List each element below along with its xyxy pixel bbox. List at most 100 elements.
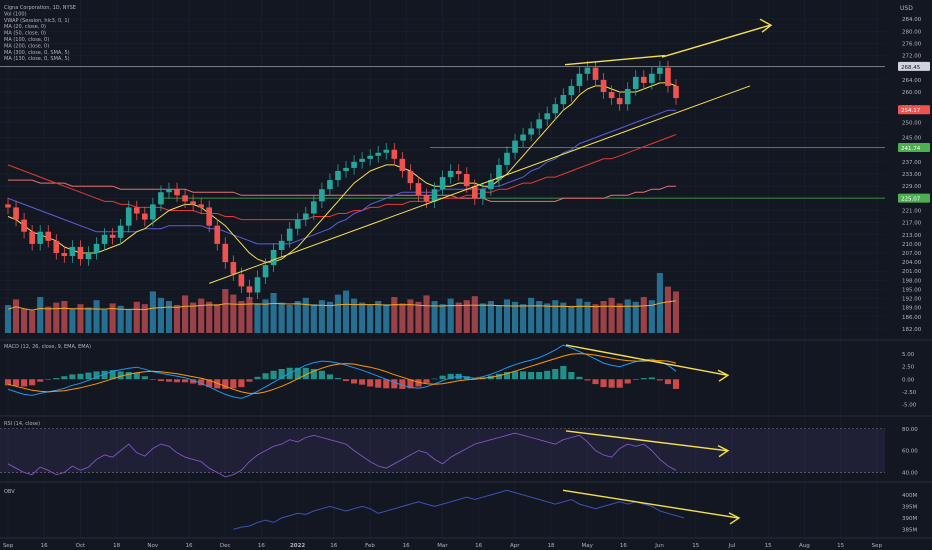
macd-histogram-bar	[552, 368, 559, 380]
volume-bar	[342, 290, 350, 333]
macd-histogram-bar	[61, 376, 68, 380]
candle-body	[109, 234, 116, 238]
volume-bar	[592, 304, 599, 333]
macd-histogram-bar	[351, 379, 358, 384]
time-tick-label: Jul	[728, 543, 736, 549]
candle-body	[222, 243, 229, 263]
candle-body	[335, 170, 341, 181]
macd-histogram-bar	[608, 379, 615, 388]
volume-bar	[270, 293, 277, 333]
volume-bar	[69, 309, 76, 333]
volume-bar	[117, 305, 124, 333]
candle-body	[206, 207, 213, 226]
macd-histogram-bar	[254, 376, 261, 380]
macd-histogram-bar	[407, 379, 414, 389]
price-tick-label: 195.00	[902, 287, 922, 293]
candle-body	[270, 249, 277, 266]
candle-body	[649, 73, 655, 83]
time-axis: Sep 16 Oct 18 Nov 16 Dec 16 2022 16 Feb 16 Mar 16 Apr 1…	[3, 543, 883, 549]
volume-bar	[278, 302, 285, 333]
candle-body	[480, 189, 486, 199]
rsi-tick-label: 60.00	[902, 449, 918, 455]
candle-body	[311, 201, 317, 214]
volume-bar	[439, 304, 446, 333]
volume-bar	[375, 301, 382, 333]
volume-bar	[407, 299, 414, 333]
volume-bar	[560, 302, 567, 333]
macd-histogram-bar	[318, 370, 325, 380]
candle-body	[665, 67, 671, 86]
price-tick-label: 250.00	[902, 120, 922, 126]
macd-histogram-bar	[399, 379, 406, 389]
candle-body	[415, 183, 422, 196]
volume-bar	[173, 305, 181, 333]
price-label-box	[898, 61, 930, 71]
legend-entry: VWAP (Session, hlc3, 0, 1)	[4, 18, 70, 24]
price-tick-label: 245.00	[902, 136, 922, 142]
volume-bar	[286, 305, 293, 333]
volume-bar	[640, 297, 647, 333]
macd-histogram-bar	[640, 378, 647, 380]
candle-body	[29, 231, 35, 244]
candle-body	[246, 286, 253, 293]
candle-body	[536, 119, 542, 129]
volume-bar	[584, 301, 591, 333]
candle-body	[125, 207, 132, 226]
candle-body	[608, 92, 615, 99]
currency-label: USD	[900, 5, 913, 12]
time-tick-label: Mar	[437, 543, 448, 549]
volume-bar	[230, 294, 237, 333]
candle-body	[512, 140, 518, 153]
volume-bar	[77, 304, 84, 333]
volume-bar	[383, 304, 390, 333]
candle-body	[230, 262, 237, 275]
candle-body	[520, 134, 526, 141]
macd-histogram-bar	[230, 379, 237, 389]
macd-histogram-bar	[415, 379, 422, 387]
candle-body	[592, 67, 599, 80]
time-tick-label: 2022	[290, 543, 305, 549]
time-tick-label: 15	[765, 543, 772, 549]
time-tick-label: 16	[620, 543, 627, 549]
time-tick-label: May	[582, 543, 594, 549]
macd-histogram-bar	[133, 372, 140, 380]
obv-pane: 400M 395M 390M 385M	[233, 489, 917, 533]
candle-body	[584, 67, 591, 74]
candle-body	[190, 201, 196, 205]
macd-pane: 5.00 2.50 0.00 -2.50 -5.00	[4, 344, 917, 408]
ma20-line	[7, 82, 677, 263]
volume-bar	[624, 299, 631, 333]
volume-bar	[487, 301, 494, 333]
candle-body	[463, 174, 470, 187]
volume-bar	[190, 302, 197, 333]
time-tick-label: Aug	[799, 543, 810, 549]
rsi-divergence-line	[565, 430, 728, 452]
candle-body	[174, 189, 180, 196]
rsi-divergence-arrow	[717, 445, 730, 458]
volume-bar	[511, 301, 519, 333]
obv-tick-label: 395M	[902, 504, 917, 510]
price-tick-label: 192.00	[902, 297, 922, 303]
candle-body	[439, 177, 446, 190]
support-trendline	[209, 85, 751, 284]
macd-histogram-bar	[157, 379, 164, 382]
macd-histogram-bar	[69, 374, 76, 380]
macd-histogram-bar	[278, 368, 285, 380]
volume-bar	[399, 303, 406, 333]
macd-histogram-bar	[310, 368, 317, 380]
volume-bar	[141, 304, 148, 333]
candle-body	[262, 265, 269, 278]
macd-histogram-bar	[198, 379, 205, 386]
obv-line	[233, 489, 685, 530]
rsi-line	[7, 432, 677, 478]
obv-divergence-line	[562, 489, 739, 519]
volume-bar	[53, 302, 60, 333]
volume-bar	[302, 297, 309, 333]
rsi-pane: 80.00 60.00 40.00	[0, 427, 918, 478]
candle-body	[624, 88, 631, 105]
legend-entry: MA (200, close, 0)	[4, 43, 49, 49]
time-tick-label: 18	[548, 543, 555, 549]
macd-histogram-bar	[173, 379, 181, 383]
